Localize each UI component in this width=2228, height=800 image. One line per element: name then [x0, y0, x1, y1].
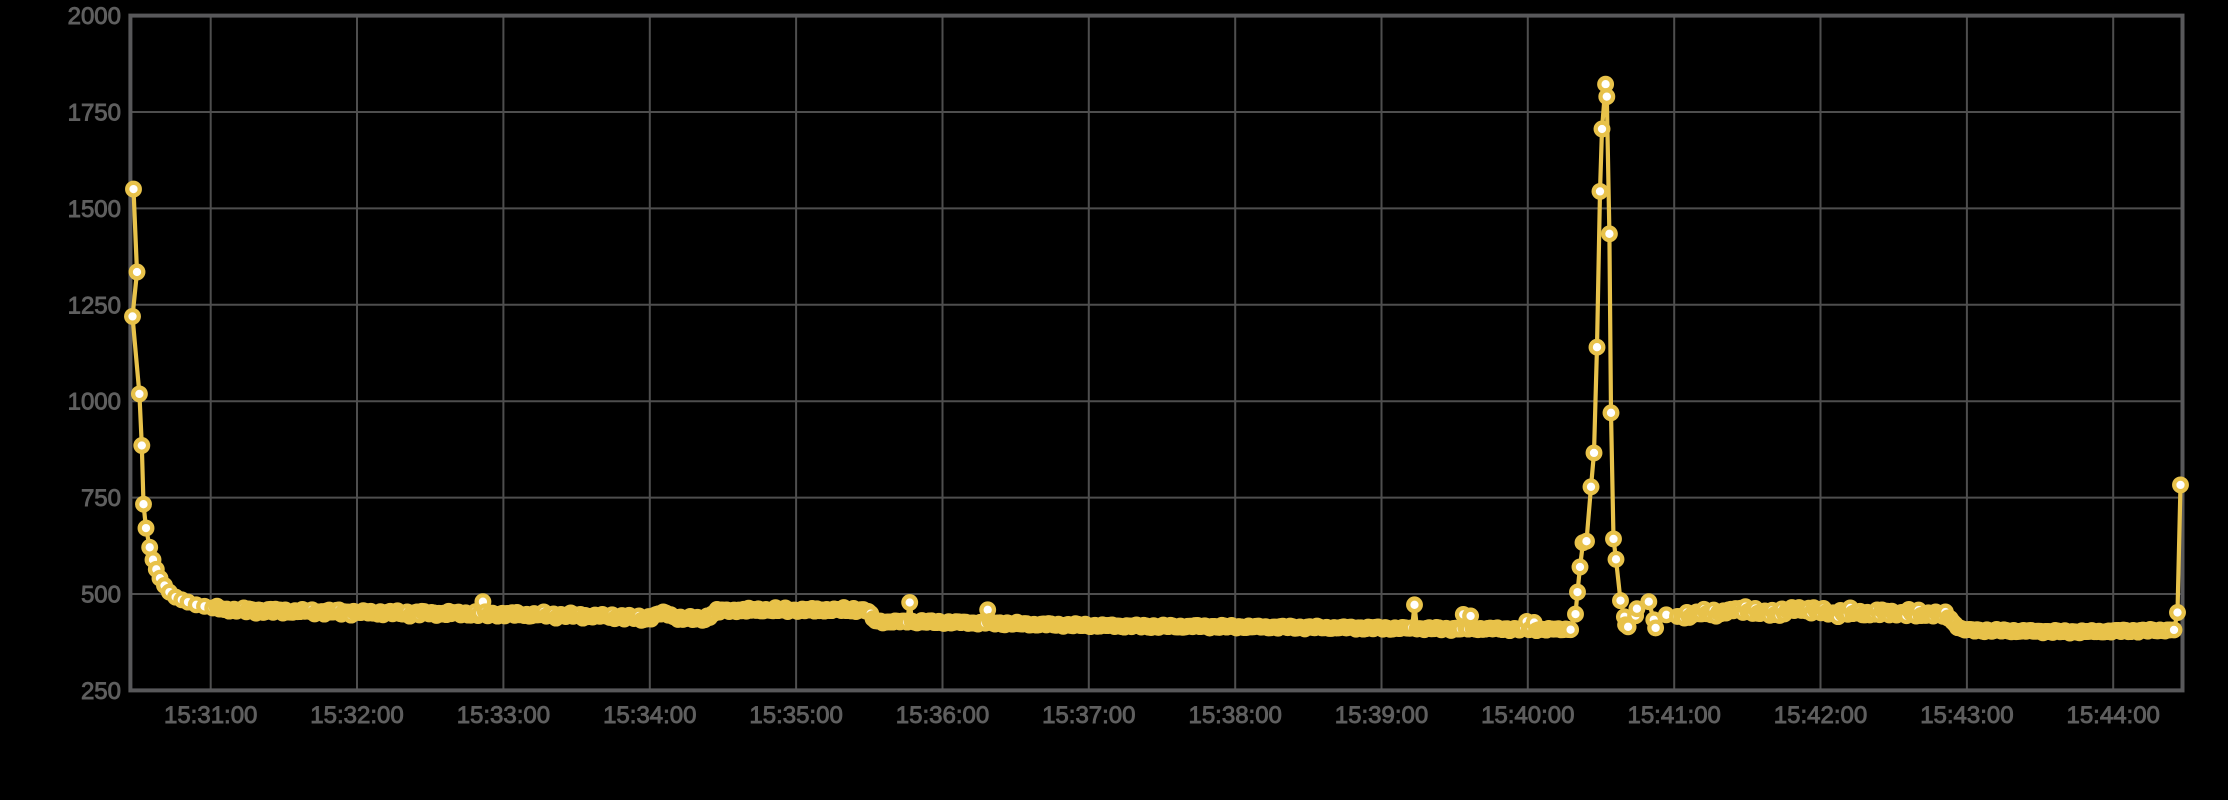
svg-text:1000: 1000	[68, 389, 121, 416]
svg-text:2000: 2000	[68, 3, 121, 30]
svg-text:15:40:00: 15:40:00	[1481, 702, 1574, 729]
svg-text:15:36:00: 15:36:00	[896, 702, 989, 729]
svg-text:1500: 1500	[68, 196, 121, 223]
svg-text:15:39:00: 15:39:00	[1335, 702, 1428, 729]
svg-text:500: 500	[81, 582, 121, 609]
svg-text:1250: 1250	[68, 292, 121, 319]
svg-text:15:44:00: 15:44:00	[2066, 702, 2159, 729]
svg-text:15:37:00: 15:37:00	[1042, 702, 1135, 729]
svg-text:750: 750	[81, 485, 121, 512]
svg-text:15:42:00: 15:42:00	[1774, 702, 1867, 729]
svg-text:15:38:00: 15:38:00	[1188, 702, 1281, 729]
svg-text:15:33:00: 15:33:00	[457, 702, 550, 729]
svg-text:250: 250	[81, 678, 121, 705]
svg-text:15:35:00: 15:35:00	[749, 702, 842, 729]
svg-text:15:31:00: 15:31:00	[164, 702, 257, 729]
svg-text:15:34:00: 15:34:00	[603, 702, 696, 729]
svg-text:15:32:00: 15:32:00	[310, 702, 403, 729]
svg-text:15:41:00: 15:41:00	[1627, 702, 1720, 729]
svg-text:15:43:00: 15:43:00	[1920, 702, 2013, 729]
svg-text:1750: 1750	[68, 100, 121, 127]
